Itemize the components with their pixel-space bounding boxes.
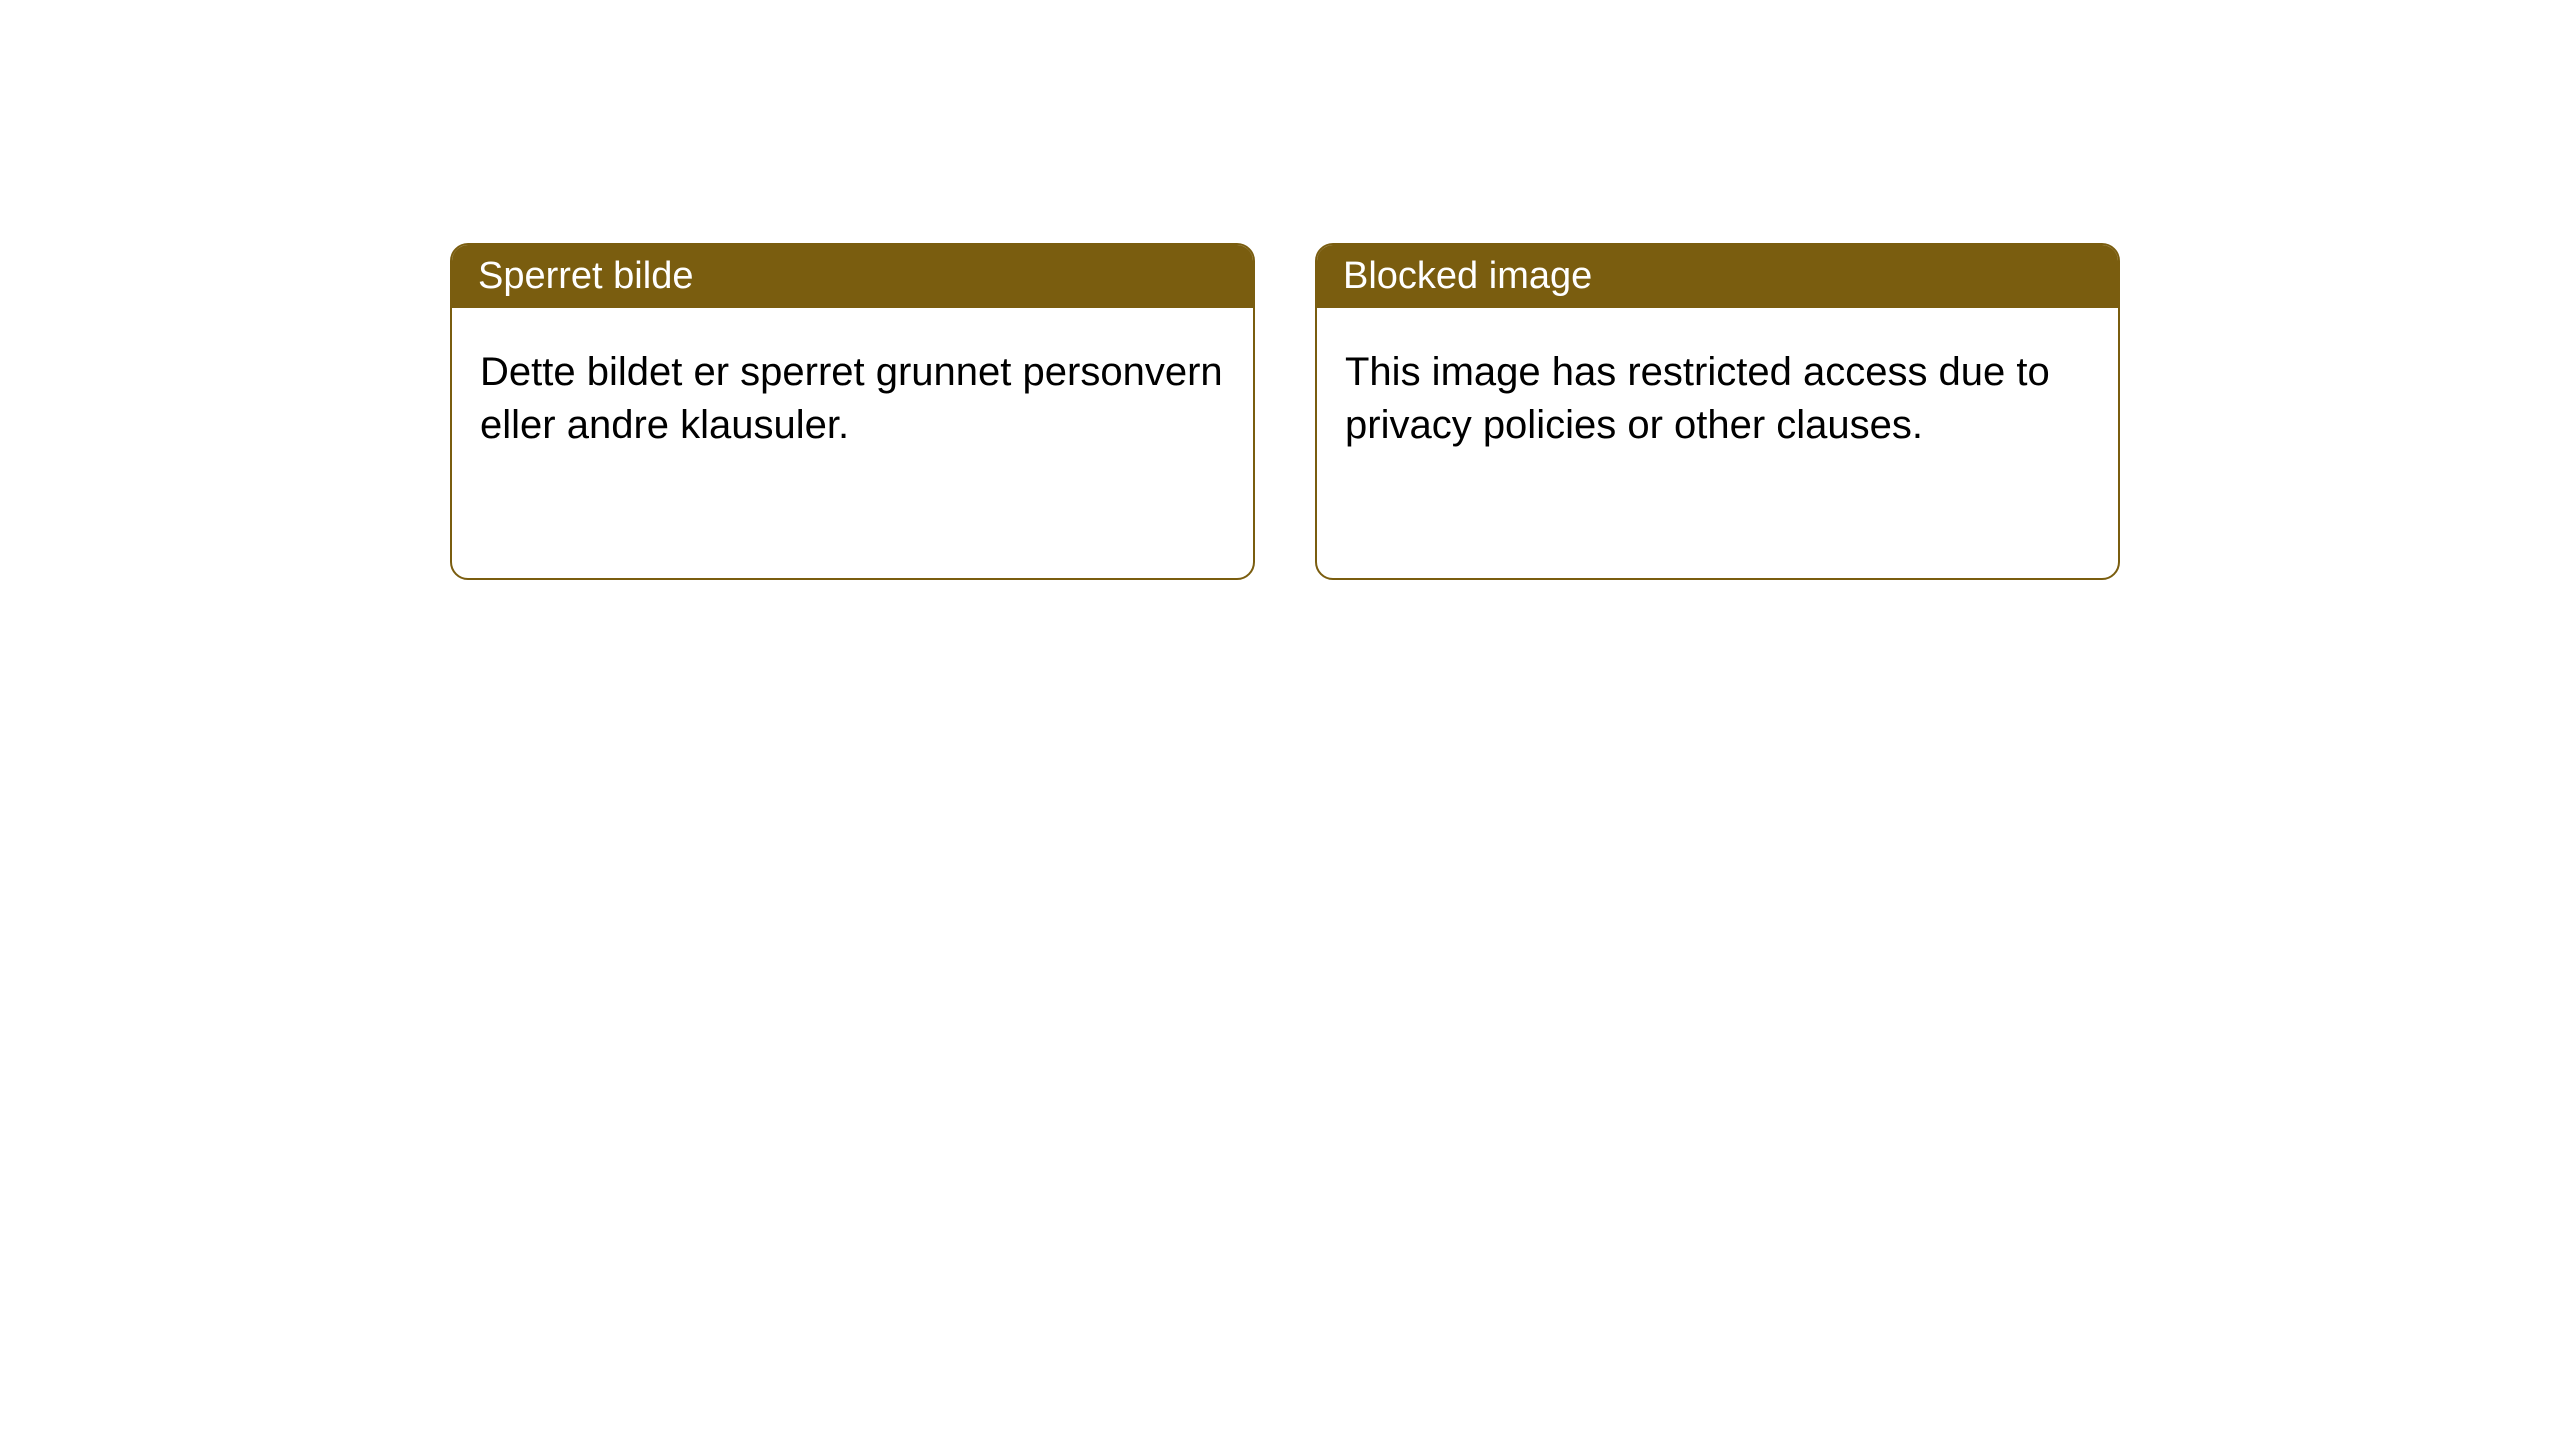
card-body-en: This image has restricted access due to … [1317, 308, 2118, 490]
blocked-image-card-no: Sperret bilde Dette bildet er sperret gr… [450, 243, 1255, 580]
blocked-image-card-en: Blocked image This image has restricted … [1315, 243, 2120, 580]
card-header-en: Blocked image [1317, 245, 2118, 308]
card-header-no: Sperret bilde [452, 245, 1253, 308]
card-body-no: Dette bildet er sperret grunnet personve… [452, 308, 1253, 490]
blocked-image-cards: Sperret bilde Dette bildet er sperret gr… [450, 243, 2560, 580]
